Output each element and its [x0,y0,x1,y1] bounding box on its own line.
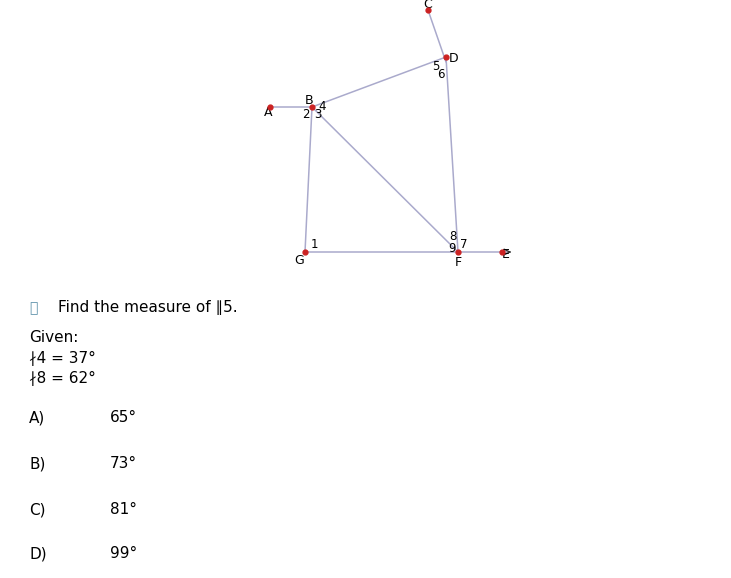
Text: 4: 4 [318,101,326,113]
Text: E: E [502,249,510,261]
Text: 5: 5 [432,60,439,72]
Text: 99°: 99° [110,547,137,561]
Text: 3: 3 [314,108,322,120]
Text: 🔈: 🔈 [29,301,37,315]
Text: Find the measure of ∥5.: Find the measure of ∥5. [58,301,238,316]
Text: 6: 6 [437,69,444,81]
Text: B: B [305,94,314,106]
Text: 73°: 73° [110,457,137,472]
Text: B): B) [29,457,45,472]
Text: A): A) [29,410,45,425]
Text: D): D) [29,547,47,561]
Text: 81°: 81° [110,502,137,517]
Text: A: A [264,106,272,118]
Text: 65°: 65° [110,410,137,425]
Text: ∤4 = 37°: ∤4 = 37° [29,350,96,365]
Text: 8: 8 [450,231,457,243]
Text: Given:: Given: [29,331,79,346]
Text: F: F [455,257,461,269]
Text: C): C) [29,502,46,517]
Text: ∤8 = 62°: ∤8 = 62° [29,370,96,386]
Text: D: D [449,51,459,65]
Text: C: C [424,0,432,10]
Text: 9: 9 [448,243,455,255]
Text: G: G [294,254,304,268]
Text: 1: 1 [310,239,318,251]
Text: 2: 2 [302,109,310,121]
Text: 7: 7 [461,239,468,251]
